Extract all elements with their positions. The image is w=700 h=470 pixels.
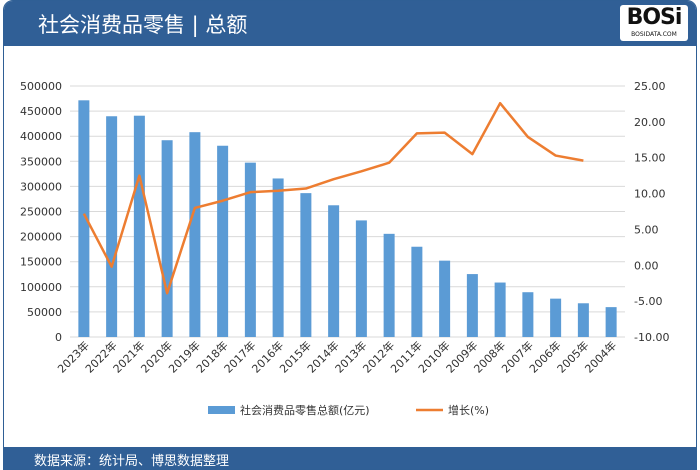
bar [605, 307, 617, 337]
right-tick-label: 5.00 [634, 223, 659, 236]
left-tick-label: 100000 [20, 281, 62, 294]
bar [272, 178, 284, 337]
bar [106, 116, 118, 338]
right-tick-label: -5.00 [634, 295, 662, 308]
bar [577, 303, 589, 337]
bar [328, 205, 340, 337]
left-tick-label: 0 [55, 331, 62, 344]
left-tick-label: 150000 [20, 256, 62, 269]
right-tick-label: 0.00 [634, 259, 659, 272]
left-tick-label: 500000 [20, 80, 62, 93]
legend-bar-swatch [208, 406, 235, 414]
bar [78, 100, 90, 337]
left-tick-label: 200000 [20, 231, 62, 244]
data-source: 数据来源：统计局、博思数据整理 [34, 454, 230, 469]
bar [133, 115, 145, 338]
bar [244, 162, 256, 337]
right-tick-label: 15.00 [634, 152, 666, 165]
bosi-logo: BOSi BOSIDATA.COM [620, 5, 688, 41]
left-tick-label: 400000 [20, 130, 62, 143]
right-tick-label: -10.00 [634, 331, 669, 344]
chart-title: 社会消费品零售 | 总额 [38, 13, 248, 37]
x-tick-label: 2004年 [582, 338, 619, 375]
right-tick-label: 20.00 [634, 116, 666, 129]
left-tick-label: 450000 [20, 105, 62, 118]
left-tick-label: 250000 [20, 206, 62, 219]
bar [494, 282, 506, 337]
bar [355, 220, 367, 337]
bar [300, 193, 312, 337]
left-tick-label: 50000 [27, 306, 62, 319]
bar [189, 132, 201, 337]
bar [217, 145, 229, 337]
chart-frame: 社会消费品零售 | 总额 BOSi BOSIDATA.COM 数据来源：统计局、… [3, 0, 697, 470]
bar [411, 246, 423, 337]
bar [466, 274, 478, 337]
left-tick-label: 350000 [20, 155, 62, 168]
footer-bar: 数据来源：统计局、博思数据整理 [4, 447, 696, 469]
header-bar: 社会消费品零售 | 总额 BOSi BOSIDATA.COM [4, 1, 696, 46]
right-tick-label: 25.00 [634, 80, 666, 93]
legend-line-label: 增长(%) [448, 403, 489, 417]
legend-bar-label: 社会消费品零售总额(亿元) [240, 403, 370, 417]
bar [383, 233, 395, 337]
left-tick-label: 300000 [20, 180, 62, 193]
bar [161, 140, 173, 337]
bar [522, 292, 534, 337]
bar [550, 298, 562, 337]
bar [439, 260, 451, 337]
right-tick-label: 10.00 [634, 188, 666, 201]
